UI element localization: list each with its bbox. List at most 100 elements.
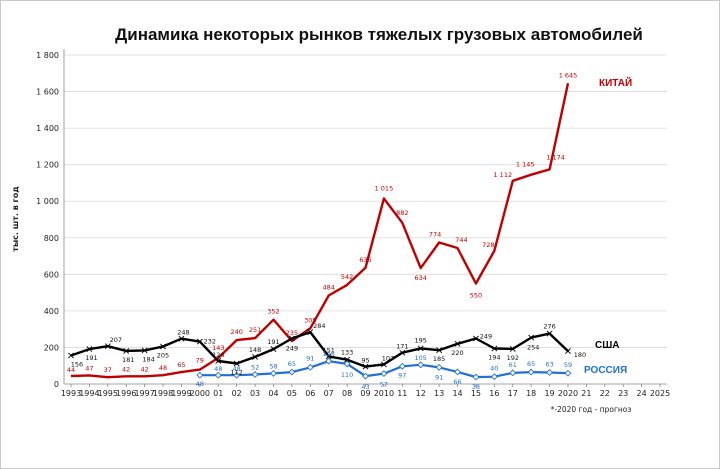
data-label-0-2011: 882 (396, 209, 408, 217)
data-label-2-2005: 65 (288, 360, 296, 368)
point-1-1993 (68, 352, 74, 359)
data-label-0-2003: 251 (249, 326, 261, 334)
point-1-2006 (307, 329, 314, 336)
point-1-2007 (325, 353, 332, 360)
data-label-0-2009: 636 (359, 256, 371, 264)
y-tick-400: 400 (44, 307, 59, 316)
data-label-2-2006: 91 (306, 354, 314, 362)
series-names: КИТАЙ США РОССИЯ (584, 76, 632, 376)
data-label-2-2015: 38 (472, 383, 480, 391)
data-label-0-2000: 79 (196, 357, 204, 365)
data-label-0-2002: 240 (230, 328, 242, 336)
data-label-1-2017: 192 (507, 354, 519, 362)
data-label-1-1998: 205 (157, 352, 169, 360)
point-1-1999 (178, 335, 185, 342)
x-tick-2024: 24 (637, 389, 647, 398)
data-label-0-2018: 1 145 (516, 161, 535, 169)
data-label-1-2015: 249 (480, 333, 492, 341)
data-label-0-2015: 550 (470, 292, 482, 300)
data-label-1-1999: 248 (177, 329, 189, 337)
data-label-0-2020: 1 645 (559, 71, 578, 79)
y-tick-600: 600 (44, 270, 59, 279)
data-label-1-2011: 171 (396, 343, 408, 351)
x-tick-2002: 02 (232, 389, 242, 398)
point-1-2019 (546, 330, 553, 337)
point-2-2020 (564, 369, 572, 377)
series (68, 83, 572, 381)
point-1-1996 (123, 347, 130, 354)
point-2-2017 (509, 369, 517, 377)
point-1-2002 (233, 360, 240, 367)
point-2-2009 (362, 372, 369, 380)
data-label-2-2003: 52 (251, 364, 259, 372)
data-label-2-2008: 110 (341, 371, 353, 379)
chart-title: Динамика некоторых рынков тяжелых грузов… (115, 25, 643, 44)
point-2-2016 (490, 373, 498, 381)
point-2-2013 (435, 363, 443, 371)
point-2-2015 (472, 373, 480, 381)
data-label-1-2004: 191 (267, 338, 279, 346)
data-label-1-1997: 184 (142, 355, 154, 363)
data-label-0-1999: 65 (177, 361, 185, 369)
point-2-2019 (546, 369, 553, 376)
x-tick-1998: 1998 (153, 389, 173, 398)
data-label-2-2004: 58 (269, 362, 277, 370)
data-label-1-2009: 95 (361, 357, 369, 365)
point-1-1998 (160, 343, 166, 350)
point-2-2001 (214, 371, 222, 379)
data-label-0-1995: 37 (104, 366, 112, 374)
point-1-2020 (565, 348, 571, 355)
point-2-2018 (527, 368, 535, 376)
y-tick-1400: 1 400 (36, 124, 59, 133)
data-label-1-2020: 180 (574, 351, 586, 359)
point-1-2010 (380, 361, 387, 368)
data-label-1-2001: 126 (212, 351, 224, 359)
point-1-2004 (270, 346, 277, 353)
point-2-2011 (398, 362, 406, 370)
point-2-2006 (306, 363, 314, 371)
data-label-1-2002: 112 (230, 369, 242, 377)
point-1-2015 (473, 335, 479, 342)
y-tick-200: 200 (44, 343, 59, 352)
data-label-0-2013: 774 (429, 231, 441, 239)
point-2-2004 (270, 369, 277, 377)
data-label-2-2011: 97 (398, 371, 406, 379)
point-1-2012 (417, 345, 424, 352)
x-tick-2000: 2000 (190, 389, 210, 398)
point-1-2008 (344, 356, 351, 363)
x-tick-1996: 1996 (116, 389, 136, 398)
point-1-2018 (528, 334, 535, 341)
point-2-2010 (380, 370, 388, 378)
x-tick-1999: 1999 (171, 389, 191, 398)
data-label-2-2001: 48 (214, 365, 222, 373)
data-label-1-2006: 284 (313, 322, 325, 330)
series-name-2: РОССИЯ (584, 365, 627, 376)
x-tick-2018: 18 (526, 389, 536, 398)
data-label-1-2005: 249 (286, 345, 298, 353)
point-1-1994 (86, 346, 93, 353)
data-label-1-2007: 151 (322, 346, 334, 354)
data-label-2-2016: 40 (490, 365, 498, 373)
data-label-0-1996: 42 (122, 365, 130, 373)
data-label-1-2003: 148 (249, 346, 261, 354)
point-1-2017 (509, 345, 516, 352)
point-1-2005 (288, 335, 295, 342)
x-tick-2001: 01 (213, 389, 223, 398)
data-label-2-2012: 105 (414, 354, 426, 362)
data-label-0-2019: 1 174 (546, 153, 565, 161)
data-label-2-2017: 61 (509, 361, 517, 369)
data-label-2-2020: 59 (564, 361, 572, 369)
data-label-1-2008: 133 (341, 349, 353, 357)
data-label-2-2000: 48 (196, 380, 204, 388)
y-axis-label: тыс. шт. в год (11, 186, 20, 252)
point-2-2003 (251, 371, 259, 378)
point-1-2009 (362, 363, 369, 370)
x-tick-1995: 1995 (98, 389, 118, 398)
point-1-2014 (454, 340, 461, 347)
data-label-2-2009: 43 (361, 383, 369, 391)
data-label-0-2014: 744 (455, 236, 467, 244)
data-label-1-1993: 156 (71, 361, 83, 369)
data-label-0-2004: 352 (267, 308, 279, 316)
